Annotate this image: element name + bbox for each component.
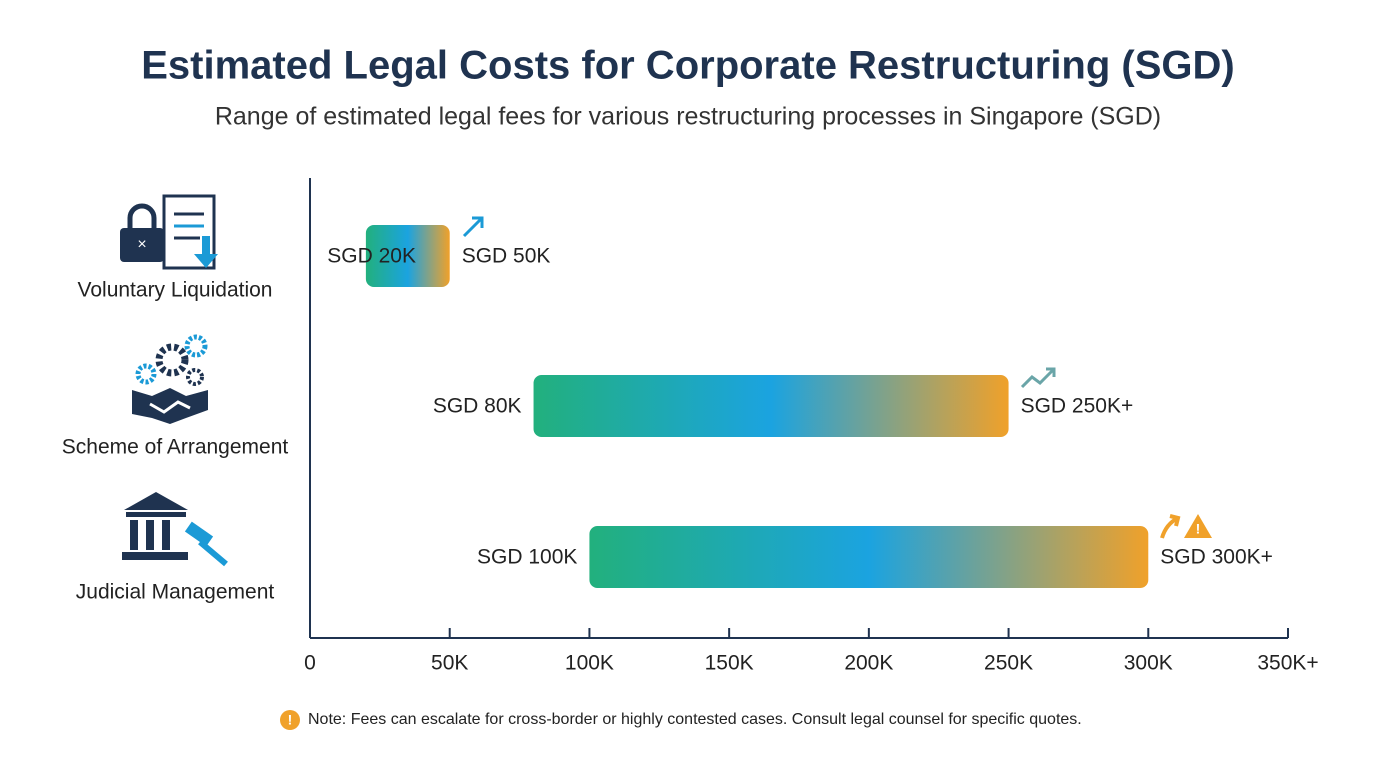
value-label: SGD 20K (327, 245, 416, 268)
value-label: SGD 250K+ (1021, 395, 1134, 418)
note: Note: Fees can escalate for cross-border… (308, 711, 1082, 728)
icon-judicial (122, 492, 228, 567)
range-bar (533, 375, 1009, 437)
note-icon (280, 710, 300, 730)
x-tick-label: 0 (304, 652, 316, 675)
svg-text:×: × (137, 236, 146, 253)
x-tick-label: 150K (705, 652, 754, 675)
value-label: SGD 50K (462, 245, 551, 268)
category-label: Voluntary Liquidation (78, 279, 273, 302)
trend-icon (1160, 514, 1181, 539)
trend-icon (462, 216, 484, 238)
value-label: SGD 300K+ (1160, 546, 1273, 569)
value-label: SGD 80K (433, 395, 522, 418)
warning-icon (1184, 514, 1212, 538)
x-tick-label: 350K+ (1257, 652, 1318, 675)
range-bar (365, 225, 450, 287)
icon-liquidation: × (120, 194, 218, 270)
range-bar (589, 526, 1149, 588)
icon-scheme (132, 334, 208, 424)
chart-subtitle: Range of estimated legal fees for variou… (215, 103, 1161, 131)
x-tick-label: 50K (431, 652, 468, 675)
chart-title: Estimated Legal Costs for Corporate Rest… (141, 44, 1234, 88)
category-label: Scheme of Arrangement (62, 436, 289, 459)
category-label: Judicial Management (76, 581, 275, 604)
x-tick-label: 100K (565, 652, 614, 675)
warning-icon: ! (1196, 521, 1201, 537)
value-label: SGD 100K (477, 546, 577, 569)
note-icon: ! (288, 712, 293, 728)
x-tick-label: 200K (844, 652, 893, 675)
x-tick-label: 250K (984, 652, 1033, 675)
x-tick-label: 300K (1124, 652, 1173, 675)
trend-icon (1020, 367, 1056, 389)
